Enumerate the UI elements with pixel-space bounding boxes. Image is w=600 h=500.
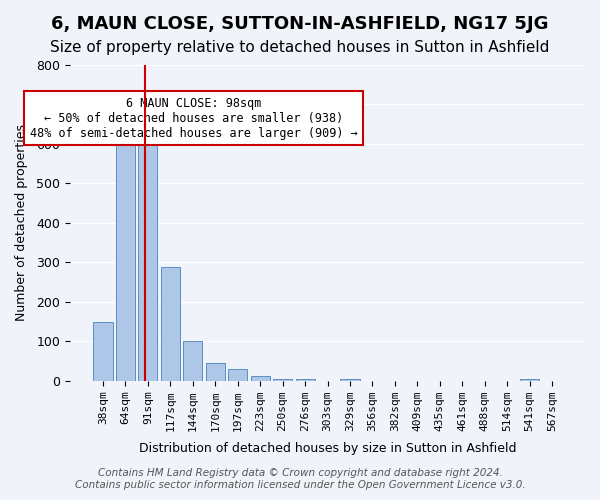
Bar	[228, 369, 247, 380]
Bar	[94, 322, 113, 380]
X-axis label: Distribution of detached houses by size in Sutton in Ashfield: Distribution of detached houses by size …	[139, 442, 516, 455]
Bar	[116, 132, 135, 380]
Text: 6, MAUN CLOSE, SUTTON-IN-ASHFIELD, NG17 5JG: 6, MAUN CLOSE, SUTTON-IN-ASHFIELD, NG17 …	[51, 15, 549, 33]
Bar	[251, 376, 270, 380]
Bar	[183, 341, 202, 380]
Bar	[206, 362, 225, 380]
Text: Contains HM Land Registry data © Crown copyright and database right 2024.
Contai: Contains HM Land Registry data © Crown c…	[74, 468, 526, 490]
Bar	[296, 378, 314, 380]
Y-axis label: Number of detached properties: Number of detached properties	[15, 124, 28, 322]
Bar	[520, 378, 539, 380]
Bar	[273, 378, 292, 380]
Bar	[139, 133, 157, 380]
Text: 6 MAUN CLOSE: 98sqm
← 50% of detached houses are smaller (938)
48% of semi-detac: 6 MAUN CLOSE: 98sqm ← 50% of detached ho…	[30, 96, 358, 140]
Bar	[161, 268, 180, 380]
Text: Size of property relative to detached houses in Sutton in Ashfield: Size of property relative to detached ho…	[50, 40, 550, 55]
